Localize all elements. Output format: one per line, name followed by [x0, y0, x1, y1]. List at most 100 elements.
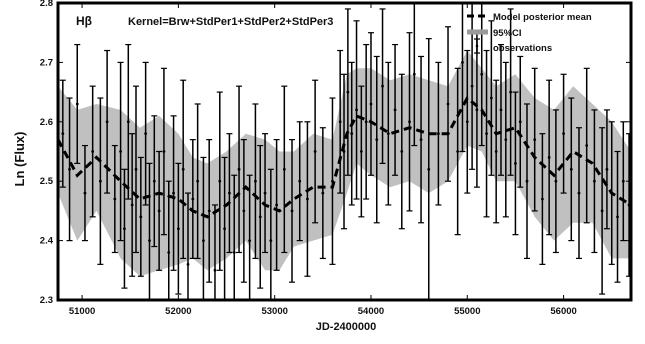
observation-point — [319, 127, 326, 260]
y-tick-label: 2.3 — [40, 295, 53, 306]
observation-point — [517, 55, 524, 188]
observation-point — [539, 133, 546, 265]
observation-point — [488, 20, 495, 176]
observation-point — [620, 121, 627, 242]
legend: Model posterior mean 95%CI observations — [467, 12, 592, 54]
observation-point — [552, 109, 559, 254]
observation-point — [312, 79, 319, 224]
observation-point — [273, 139, 280, 271]
observation-point — [478, 3, 485, 147]
observation-point — [512, 91, 519, 236]
observation-point — [373, 55, 380, 224]
observation-point — [497, 43, 504, 176]
observation-point — [385, 61, 392, 206]
observation-point — [117, 61, 124, 242]
observation-point — [363, 43, 370, 200]
x-tick-label: 55000 — [454, 306, 480, 317]
observation-point — [137, 156, 144, 277]
observation-point — [226, 133, 233, 254]
observation-point — [267, 168, 274, 300]
observation-point — [507, 8, 514, 176]
observation-point — [502, 61, 509, 218]
observation-point — [59, 79, 66, 188]
observation-point — [125, 43, 132, 200]
observation-point — [418, 55, 425, 224]
observation-point — [568, 97, 575, 242]
observation-point — [353, 20, 360, 200]
observation-point — [156, 150, 163, 271]
observation-point — [304, 121, 311, 277]
observation-point — [246, 174, 253, 300]
y-tick-label: 2.7 — [40, 57, 53, 68]
observation-point — [160, 67, 167, 236]
y-tick-label: 2.6 — [40, 117, 53, 128]
observation-point — [599, 127, 606, 295]
observation-point — [281, 85, 288, 254]
observation-point — [560, 73, 567, 194]
kernel-label: Kernel=Brw+StdPer1+StdPer2+StdPer3 — [128, 16, 333, 28]
observation-point — [523, 103, 530, 260]
y-tick-label: 2.8 — [40, 0, 53, 9]
x-axis-label: JD-2400000 — [316, 321, 377, 333]
observation-point — [296, 121, 303, 242]
observation-point — [97, 97, 104, 265]
observation-point — [146, 162, 153, 300]
observation-point — [206, 139, 213, 283]
x-tick-label: 51000 — [69, 306, 95, 317]
observation-point — [406, 32, 413, 212]
observation-point — [175, 162, 182, 295]
observation-point — [165, 180, 172, 300]
tick-layer: 51000 52000 53000 54000 55000 56000 2.3 2.4 2.5 2… — [40, 0, 631, 317]
observation-point — [425, 38, 432, 300]
observation-point — [341, 73, 348, 230]
observation-point — [74, 43, 81, 164]
observation-point — [344, 8, 351, 176]
observation-point — [445, 26, 452, 182]
observation-point — [603, 109, 610, 230]
observation-point — [111, 144, 118, 254]
observation-point — [591, 109, 598, 254]
observation-point — [337, 49, 344, 194]
x-tick-label: 53000 — [261, 306, 287, 317]
observation-point — [459, 3, 466, 153]
observation-point — [493, 79, 500, 224]
x-tick-label: 52000 — [165, 306, 191, 317]
observation-point — [435, 61, 442, 206]
y-tick-label: 2.4 — [40, 236, 54, 247]
observation-point — [454, 67, 461, 236]
observation-point — [200, 156, 207, 300]
observation-point — [379, 8, 386, 164]
y-tick-label: 2.5 — [40, 176, 54, 187]
observation-point — [257, 144, 264, 289]
observation-point — [575, 127, 582, 260]
observation-point — [483, 49, 490, 218]
x-tick-label: 54000 — [358, 306, 384, 317]
observation-point — [329, 97, 336, 265]
observation-point — [262, 133, 269, 254]
observation-point — [151, 115, 158, 248]
observation-point — [216, 91, 223, 271]
legend-label-observations: observations — [493, 43, 552, 54]
observation-point — [129, 133, 136, 277]
observation-point — [398, 73, 405, 230]
observation-point — [185, 192, 192, 300]
observation-point — [358, 85, 365, 218]
observation-point — [614, 150, 621, 283]
observation-point — [89, 85, 96, 218]
observation-point — [392, 43, 399, 176]
y-axis-label: Ln (Flux) — [12, 132, 27, 187]
legend-label-ci: 95%CI — [493, 28, 522, 39]
observation-point — [252, 103, 259, 260]
observation-point — [531, 67, 538, 212]
posterior-mean-line — [56, 95, 632, 219]
observation-point — [236, 85, 243, 254]
observations-layer — [59, 3, 633, 300]
observation-point — [121, 168, 128, 289]
x-tick-label: 56000 — [550, 306, 576, 317]
observation-point — [583, 67, 590, 224]
observation-point — [464, 49, 471, 194]
observation-point — [411, 3, 418, 147]
plot-frame — [56, 1, 633, 302]
